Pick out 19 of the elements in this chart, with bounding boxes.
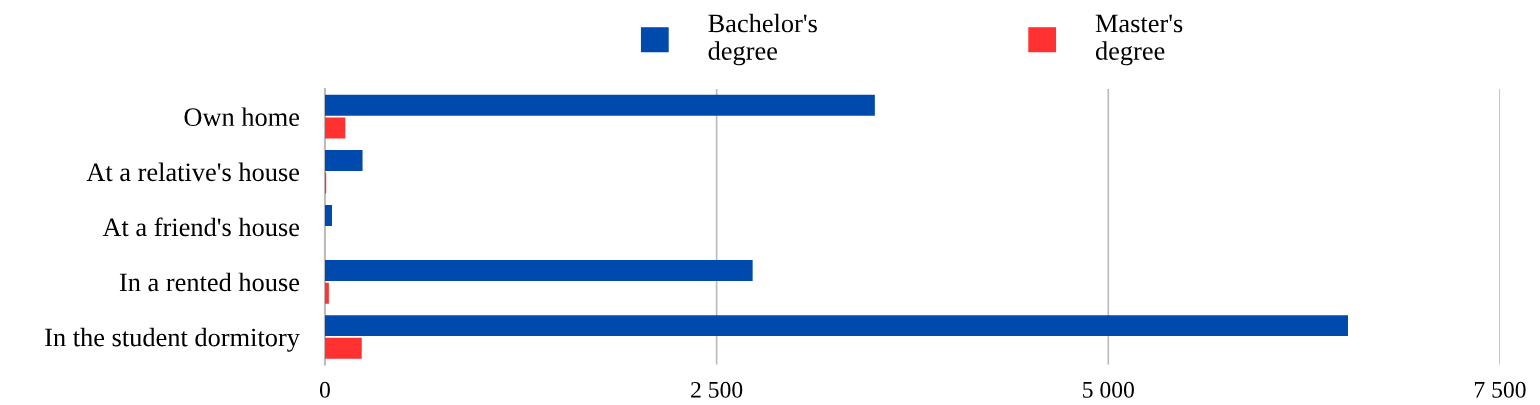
bar (324, 315, 1348, 337)
bar (324, 205, 332, 226)
bar (324, 94, 875, 116)
y-tick-label: At a friend's house (102, 217, 300, 237)
y-tick-label: At a relative's house (86, 162, 300, 182)
bar (324, 260, 753, 282)
x-tick-label: 7 500 (1474, 381, 1526, 398)
bar (324, 117, 346, 139)
bar (324, 282, 329, 304)
bar (324, 337, 362, 359)
bar (324, 149, 363, 171)
y-tick-label: In a rented house (119, 272, 300, 292)
y-tick-label: In the student dormitory (45, 327, 300, 352)
legend-label: Bachelor's degree (708, 13, 817, 66)
x-tick-label: 0 (319, 381, 330, 398)
y-tick-label: Own home (184, 107, 300, 127)
x-tick-label: 5 000 (1083, 381, 1134, 398)
x-tick-label: 2 500 (691, 381, 743, 398)
legend-label: Master's degree (1095, 14, 1183, 66)
